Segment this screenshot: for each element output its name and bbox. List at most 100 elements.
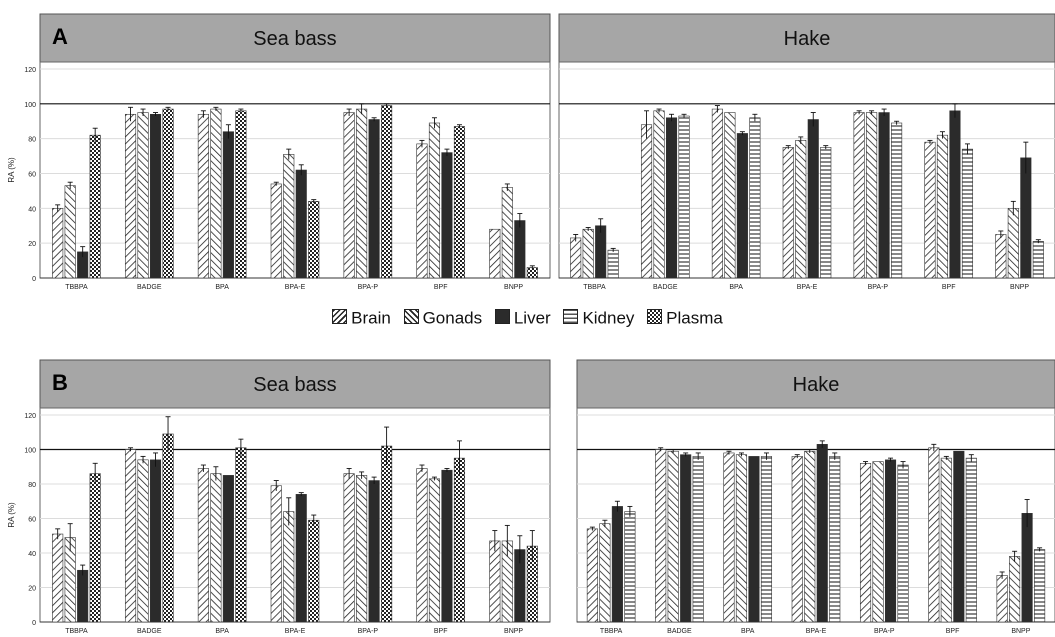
bar-brain [996, 575, 1008, 623]
bar-brain [197, 468, 209, 623]
bar-gonads [866, 112, 878, 279]
chart-panel-3: B Sea bass 0 20 40 60 80 100 120 RA (%) TBBPA BADGE… [7, 359, 551, 635]
bar-gonads [501, 187, 513, 279]
bar-gonads [64, 185, 76, 279]
bar-brain [343, 112, 355, 279]
bar-brain [723, 452, 735, 623]
y-tick-label: 80 [28, 137, 36, 144]
bar-gonads [724, 112, 736, 279]
plot-area [576, 407, 1055, 623]
x-tick-label: BPA-P [358, 628, 379, 635]
bar-liver [748, 456, 760, 623]
legend-label-gonads: Gonads [422, 308, 483, 328]
legend-label-plasma: Plasma [666, 308, 723, 328]
plot-area [39, 61, 551, 279]
bar-plasma [308, 201, 320, 279]
bar-liver [514, 220, 526, 279]
legend-label-liver: Liver [513, 308, 551, 328]
bar-brain [416, 468, 428, 623]
plot-area [39, 407, 551, 623]
y-tick-label: 40 [28, 551, 36, 558]
x-tick-label: BPA-P [358, 284, 379, 291]
legend-item-liver: Liver [494, 308, 551, 329]
bar-brain [924, 141, 936, 279]
x-tick-label: BPA-E [797, 284, 818, 291]
legend-swatch-kidney [563, 309, 579, 325]
bar-liver [884, 459, 897, 623]
bar-liver [807, 119, 819, 279]
bar-brain [124, 449, 137, 623]
bar-liver [149, 113, 162, 279]
x-tick-label: TBBPA [583, 284, 606, 291]
bar-liver [295, 169, 307, 279]
y-tick-label: 0 [32, 620, 36, 627]
bar-plasma [235, 447, 247, 623]
bar-gonads [428, 478, 441, 623]
x-tick-label: BPA [215, 628, 229, 635]
legend-item-plasma: Plasma [647, 308, 723, 329]
panel-header [39, 13, 551, 63]
x-tick-label: TBBPA [65, 628, 88, 635]
x-tick-label: BPA-E [285, 284, 306, 291]
chart-panel-2: Hake TBBPA BADGE BPA BPA-E BPA-P BPF BNPP [558, 13, 1055, 291]
y-tick-label: 80 [28, 482, 36, 489]
y-tick-label: 20 [28, 586, 36, 593]
y-tick-label: 0 [32, 276, 36, 283]
panel-letter: B [52, 370, 68, 395]
bar-liver [1021, 513, 1033, 623]
bar-brain [853, 112, 865, 279]
bar-liver [295, 494, 307, 623]
x-tick-label: BNPP [504, 628, 523, 635]
bar-liver [368, 119, 380, 279]
bar-liver [77, 569, 89, 623]
bar-kidney [749, 117, 761, 279]
bar-brain [791, 456, 803, 623]
bar-brain [270, 485, 282, 623]
x-tick-label: BNPP [1010, 284, 1029, 291]
bar-plasma [162, 433, 174, 623]
x-tick-label: BADGE [137, 628, 162, 635]
bar-brain [270, 183, 282, 279]
x-tick-label: BPF [434, 628, 448, 635]
y-axis-label: RA (%) [7, 502, 16, 528]
bar-gonads [735, 454, 748, 623]
bar-plasma [381, 105, 393, 279]
bar-brain [859, 462, 872, 623]
bar-kidney [961, 148, 974, 279]
y-tick-label: 60 [28, 172, 36, 179]
panel-header [39, 359, 551, 409]
x-tick-label: BADGE [653, 284, 678, 291]
x-tick-label: BADGE [137, 284, 162, 291]
legend-swatch-brain [332, 309, 348, 325]
bar-plasma [162, 108, 174, 279]
bar-liver [611, 506, 623, 623]
bar-kidney [891, 122, 903, 279]
bar-plasma [453, 126, 466, 279]
bar-gonads [283, 511, 295, 623]
bar-liver [816, 444, 828, 623]
bar-brain [416, 143, 428, 279]
panel-title: Sea bass [253, 28, 336, 50]
x-tick-label: BPA [215, 284, 229, 291]
bar-gonads [1007, 208, 1019, 279]
bar-brain [52, 533, 64, 623]
bar-kidney [820, 147, 832, 279]
x-tick-label: BPF [434, 284, 448, 291]
bar-liver [441, 469, 453, 623]
bar-brain [655, 449, 667, 623]
bar-gonads [936, 134, 949, 279]
x-tick-label: TBBPA [600, 628, 623, 635]
bar-plasma [308, 519, 320, 623]
legend: Brain Gonads Liver Kidney Plasma [0, 308, 1055, 338]
bar-brain [711, 108, 723, 279]
x-tick-label: BPA-P [868, 284, 889, 291]
bar-plasma [235, 110, 247, 279]
legend-item-gonads: Gonads [403, 308, 483, 329]
bar-liver [878, 112, 890, 279]
bar-liver [595, 225, 607, 279]
plot-area [558, 61, 1055, 279]
bar-liver [1020, 157, 1032, 279]
x-tick-label: BPA [741, 628, 755, 635]
bar-kidney [692, 456, 704, 623]
bar-gonads [137, 112, 149, 279]
